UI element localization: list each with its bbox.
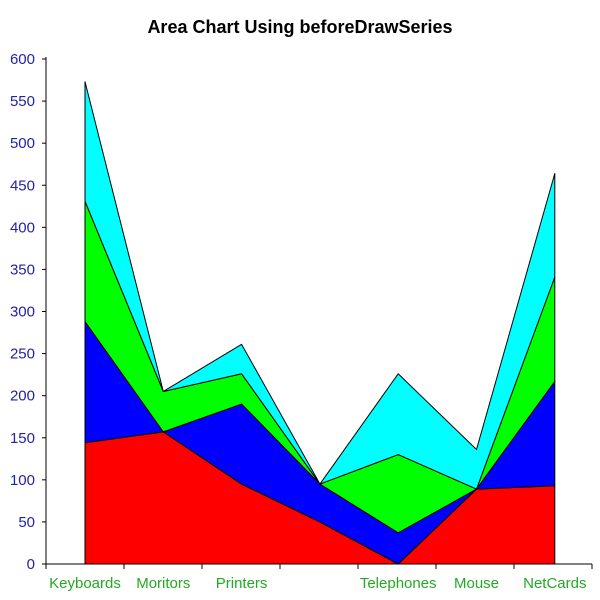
- x-tick-label: Printers: [216, 575, 268, 592]
- y-tick-label: 450: [10, 177, 35, 194]
- y-tick-label: 100: [10, 472, 35, 489]
- areas-layer: [84, 81, 556, 565]
- y-tick-label: 600: [10, 51, 35, 68]
- x-tick-label: NetCards: [523, 575, 586, 592]
- y-tick-label: 150: [10, 430, 35, 447]
- x-tick-label: Keyboards: [49, 575, 121, 592]
- y-tick-label: 400: [10, 219, 35, 236]
- y-tick-label: 350: [10, 261, 35, 278]
- y-tick-label: 500: [10, 135, 35, 152]
- y-tick-label: 0: [27, 556, 35, 573]
- x-axis-ticks: Keyboards Moritors Printers Telephones Mouse…: [45, 564, 593, 592]
- x-tick-label: Telephones: [360, 575, 437, 592]
- chart-title: Area Chart Using beforeDrawSeries: [147, 17, 452, 37]
- y-tick-label: 200: [10, 388, 35, 405]
- y-axis-ticks: 0 50 100 150 200 250 300 350 400 450 500 550 600: [10, 51, 46, 573]
- x-tick-label: Mouse: [454, 575, 499, 592]
- y-tick-label: 50: [18, 514, 35, 531]
- y-tick-label: 300: [10, 304, 35, 321]
- y-tick-label: 250: [10, 346, 35, 363]
- x-tick-label: Moritors: [136, 575, 190, 592]
- series-area-4: [84, 81, 556, 490]
- y-tick-label: 550: [10, 93, 35, 110]
